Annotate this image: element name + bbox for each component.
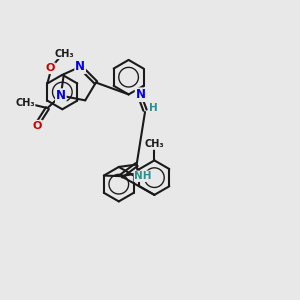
Text: H: H [149,103,158,113]
Text: O: O [33,121,42,130]
Text: N: N [75,60,85,73]
Text: CH₃: CH₃ [54,49,74,59]
Text: N: N [136,88,146,101]
Text: N: N [56,89,66,102]
Text: CH₃: CH₃ [145,140,164,149]
Text: O: O [46,63,55,73]
Text: NH: NH [134,171,152,181]
Text: CH₃: CH₃ [15,98,35,108]
